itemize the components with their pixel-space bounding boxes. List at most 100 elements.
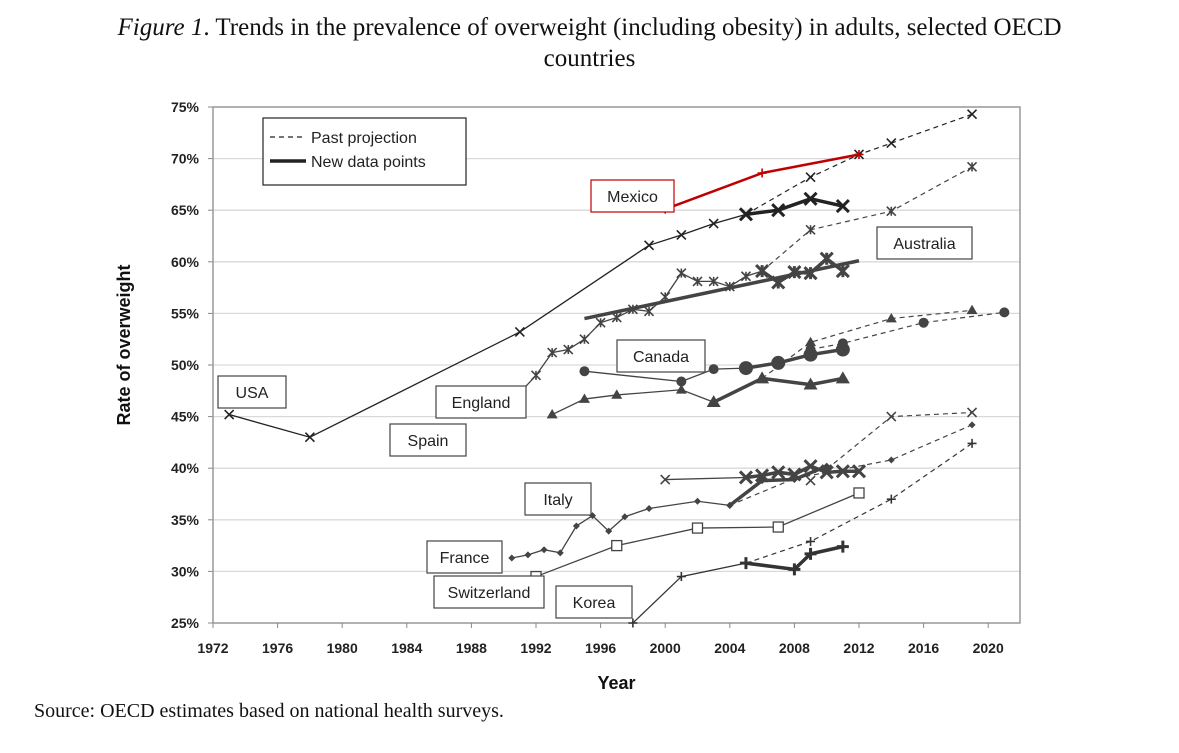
series-label-box: [426, 540, 503, 574]
x-axis-title: Year: [597, 673, 635, 693]
plus-marker: [757, 168, 767, 178]
star-marker: [530, 370, 542, 381]
series-line-bold: [664, 153, 860, 211]
star-marker: [886, 206, 897, 217]
series-spain: [546, 304, 978, 419]
star-marker: [563, 344, 574, 355]
triangle-marker: [675, 384, 687, 394]
series-line-bold: [712, 376, 844, 404]
x-marker: [771, 465, 786, 480]
series-line-thin: [665, 476, 746, 481]
diamond-marker: [694, 497, 701, 505]
plus-marker: [854, 149, 864, 159]
x-tick-label: 1988: [456, 640, 487, 656]
x-tick-label: 1972: [197, 640, 228, 656]
x-marker: [643, 240, 655, 251]
x-marker: [966, 109, 978, 120]
series-label-box: [616, 339, 706, 373]
series-label-spain: Spain: [408, 433, 449, 450]
star-marker: [643, 306, 655, 317]
series-label-box: [389, 423, 467, 457]
series-france: [508, 421, 976, 562]
series-line-thin: [519, 270, 763, 394]
x-tick-label: 2000: [650, 640, 681, 656]
triangle-marker: [835, 371, 850, 384]
title-line2: countries: [543, 45, 636, 72]
x-marker: [805, 475, 816, 486]
square-marker: [853, 487, 865, 499]
series-label-box: [876, 226, 973, 260]
y-tick-label: 40%: [171, 460, 200, 476]
series-line-dash: [761, 309, 973, 379]
circle-marker: [579, 366, 590, 377]
series-line-dash: [826, 411, 973, 470]
series-line-bold: [745, 197, 844, 217]
series-label-switzerland: Switzerland: [448, 585, 531, 602]
legend-box: [262, 117, 467, 186]
x-marker: [886, 138, 897, 149]
series-canada: [579, 307, 1010, 387]
plus-marker: [804, 547, 817, 560]
star-marker: [547, 347, 558, 358]
series-label-mexico: Mexico: [607, 189, 658, 206]
x-marker: [803, 191, 818, 206]
circle-marker: [837, 338, 848, 349]
star-marker: [579, 334, 590, 345]
y-tick-label: 60%: [171, 254, 200, 270]
triangle-marker: [803, 377, 818, 390]
series-line-bold: [584, 259, 860, 321]
diamond-marker: [790, 475, 798, 483]
x-marker: [805, 172, 816, 183]
x-tick-label: 1980: [327, 640, 358, 656]
x-tick-label: 1992: [520, 640, 551, 656]
star-marker: [819, 251, 834, 266]
diamond-marker: [726, 501, 734, 509]
plus-marker: [967, 438, 977, 448]
series-line-bold: [745, 544, 844, 572]
series-line-thin: [584, 367, 746, 383]
y-tick-label: 55%: [171, 305, 200, 321]
plot-border: [212, 106, 1021, 624]
series-label-box: [590, 179, 675, 213]
title-text: . Trends in the prevalence of overweight…: [203, 14, 1062, 41]
diamond-marker: [758, 477, 766, 485]
x-tick-label: 1976: [262, 640, 293, 656]
y-tick-label: 25%: [171, 615, 200, 631]
series-korea: [628, 438, 977, 628]
series-label-england: England: [452, 395, 511, 412]
x-marker: [304, 432, 315, 443]
diamond-marker: [968, 421, 976, 429]
x-tick-label: 2012: [843, 640, 874, 656]
x-tick-label: 2008: [779, 640, 810, 656]
x-marker: [224, 409, 235, 420]
diamond-marker: [887, 456, 895, 464]
y-tick-label: 65%: [171, 202, 200, 218]
series-label-australia: Australia: [893, 236, 955, 253]
star-marker: [805, 224, 816, 235]
x-marker: [738, 470, 754, 485]
star-marker: [611, 312, 622, 323]
x-marker: [771, 203, 786, 218]
circle-marker: [918, 317, 929, 328]
plus-marker: [741, 558, 751, 568]
star-marker: [692, 276, 703, 287]
series-label-korea: Korea: [573, 595, 616, 612]
circle-marker: [771, 355, 786, 370]
diamond-marker: [823, 462, 831, 470]
series-line-dash: [745, 113, 973, 215]
series-label-box: [524, 482, 592, 516]
x-marker: [835, 199, 850, 214]
x-marker: [708, 218, 719, 229]
circle-marker: [738, 361, 753, 376]
series-switzerland: [530, 487, 865, 583]
square-marker: [772, 521, 784, 533]
diamond-marker: [524, 551, 532, 559]
triangle-marker: [611, 389, 623, 399]
triangle-marker: [756, 372, 768, 383]
series-line-dash: [810, 311, 1005, 351]
series-label-box: [433, 575, 545, 609]
star-marker: [966, 161, 978, 172]
series-line-bold: [728, 464, 828, 507]
x-marker: [835, 464, 850, 479]
star-marker: [676, 268, 687, 279]
